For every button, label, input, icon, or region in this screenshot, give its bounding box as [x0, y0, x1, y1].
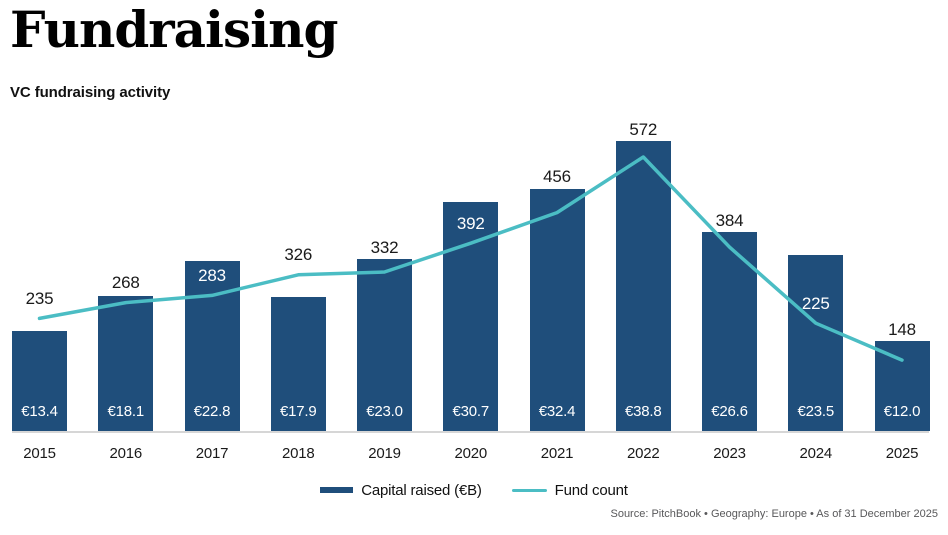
year-label: 2018 [281, 445, 315, 462]
bar-value-label: €23.0 [366, 403, 403, 420]
bar-value-label: €23.5 [797, 403, 835, 420]
fund-count-label: 326 [284, 245, 313, 265]
bar-2020 [443, 201, 499, 431]
year-label: 2020 [454, 445, 488, 462]
bar-value-label: €13.4 [21, 403, 58, 420]
bar-2021 [529, 188, 585, 431]
fund-count-label: 332 [370, 237, 399, 257]
bar-2024 [788, 255, 844, 431]
bar-2018 [270, 297, 326, 431]
bar-2019 [357, 259, 412, 431]
fund-count-label: 456 [543, 167, 571, 187]
bar-2022 [615, 141, 671, 431]
fund-count-label: 384 [715, 210, 744, 230]
bar-2016 [98, 295, 154, 431]
page-title: Fundraising [10, 0, 338, 59]
bar-value-label: €18.1 [107, 403, 145, 420]
year-label: 2024 [799, 445, 833, 462]
chart-title: VC fundraising activity [10, 84, 171, 101]
legend-label: Fund count [554, 481, 628, 499]
fund-count-label: 283 [198, 265, 226, 285]
year-label: 2017 [195, 445, 229, 462]
bar-value-label: €17.9 [279, 403, 317, 420]
fund-count-label: 235 [25, 288, 54, 308]
year-label: 2025 [885, 445, 919, 462]
fund-count-label: 148 [888, 319, 916, 339]
bar-value-label: €30.7 [452, 403, 490, 420]
line-swatch-icon [511, 488, 547, 492]
fund-count-label: 392 [456, 213, 485, 233]
fund-count-line-path [37, 155, 904, 362]
bar-value-label: €32.4 [538, 403, 576, 420]
bar-2025 [874, 341, 930, 431]
source-note: Source: PitchBook • Geography: Europe • … [610, 508, 938, 520]
bar-value-label: €26.6 [711, 403, 748, 420]
legend-label: Capital raised (€B) [361, 481, 482, 499]
year-label: 2022 [626, 445, 660, 462]
year-label: 2019 [368, 445, 401, 462]
bar-value-label: €38.8 [624, 403, 662, 420]
bar-swatch-icon [320, 487, 354, 493]
year-label: 2015 [23, 445, 56, 462]
bar-value-label: €22.8 [193, 403, 231, 420]
legend-item-fund-count: Fund count [511, 481, 628, 499]
legend-item-capital-raised: Capital raised (€B) [320, 481, 482, 499]
bar-2015 [12, 330, 67, 431]
x-axis-line [12, 431, 929, 433]
bar-value-label: €12.0 [883, 403, 921, 420]
year-label: 2021 [540, 445, 574, 462]
legend: Capital raised (€B) Fund count [0, 481, 948, 499]
year-label: 2016 [109, 445, 143, 462]
fund-count-label: 268 [111, 273, 140, 293]
fund-count-label: 225 [801, 293, 830, 313]
year-label: 2023 [713, 445, 746, 462]
bar-2017 [184, 260, 240, 431]
fund-count-label: 572 [629, 119, 658, 139]
